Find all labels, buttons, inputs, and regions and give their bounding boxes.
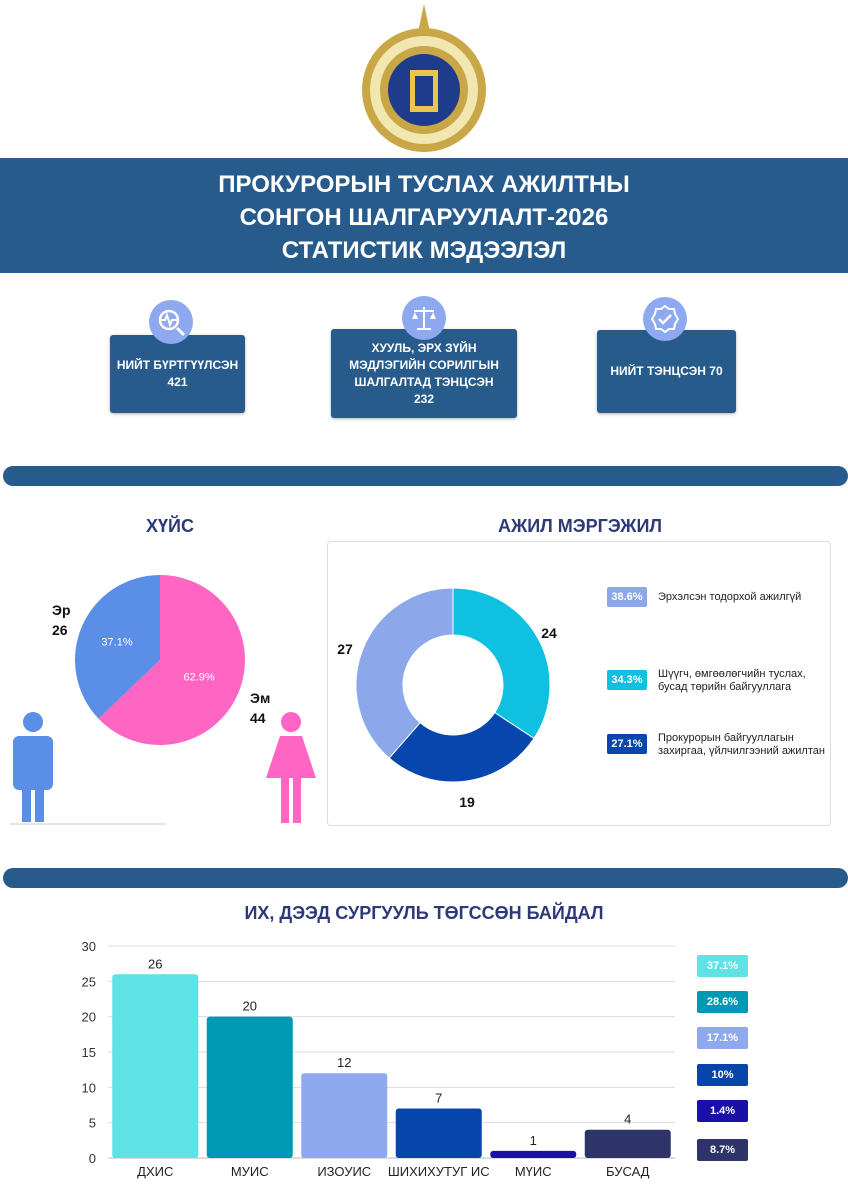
y-tick-label: 20 [82, 1010, 96, 1025]
gender-title: ХҮЙС [146, 516, 194, 536]
slice-male [75, 575, 160, 719]
x-tick-label: ДХИС [137, 1164, 173, 1179]
card-value: 421 [167, 375, 188, 389]
bar-value-label: 1 [530, 1133, 537, 1148]
x-tick-label: ИЗОУИС [317, 1164, 371, 1179]
donut-value-label: 27 [337, 641, 353, 657]
legend-percent-box: 37.1% [697, 955, 748, 977]
legend-percent-box: 8.7% [697, 1139, 748, 1161]
title-line: СОНГОН ШАЛГАРУУЛАЛТ-2026 [239, 204, 609, 231]
legend-percent-box: 28.6% [697, 991, 748, 1013]
y-tick-label: 5 [89, 1116, 96, 1131]
legend-swatch: 34.3% [607, 670, 647, 690]
donut-value-label: 24 [541, 625, 557, 641]
bar [490, 1150, 577, 1158]
bar-value-label: 7 [435, 1091, 442, 1106]
bar-value-label: 4 [624, 1112, 631, 1127]
verified-badge-icon [643, 297, 687, 341]
bar [206, 1016, 293, 1158]
bar [395, 1108, 482, 1158]
card-label: НИЙТ БҮРТГҮҮЛСЭН [116, 358, 239, 372]
occupation-panel [327, 541, 831, 826]
bar [112, 974, 199, 1158]
title-line: ПРОКУРОРЫН ТУСЛАХ АЖИЛТНЫ [218, 171, 630, 198]
donut-slice [355, 587, 454, 759]
occupation-donut-chart: 24 19 27 [337, 587, 557, 810]
female-person-icon [266, 712, 316, 823]
legend-label: Эрхэлсэн тодорхой ажилгүй [658, 591, 802, 603]
section-divider [3, 868, 848, 888]
female-label: Эм 44 [250, 690, 271, 726]
y-tick-label: 10 [82, 1080, 96, 1095]
y-tick-label: 15 [82, 1045, 96, 1060]
search-pulse-icon [149, 300, 193, 344]
male-person-icon [13, 712, 53, 822]
card-passed-law-test: ХУУЛЬ, ЭРХ ЗҮЙН МЭДЛЭГИЙН СОРИЛГЫН ШАЛГА… [331, 329, 517, 418]
education-title: ИХ, ДЭЭД СУРГУУЛЬ ТӨГССӨН БАЙДАЛ [244, 903, 604, 923]
title-banner: ПРОКУРОРЫН ТУСЛАХ АЖИЛТНЫ СОНГОН ШАЛГАРУ… [0, 158, 848, 273]
legend-percent-box: 1.4% [697, 1100, 748, 1122]
card-registered: НИЙТ БҮРТГҮҮЛСЭН 421 [110, 335, 245, 413]
x-tick-label: ШИХИХУТУГ ИС [388, 1164, 490, 1179]
card-label: НИЙТ ТЭНЦСЭН 70 [610, 364, 723, 378]
prosecutor-logo [362, 4, 486, 152]
bar-value-label: 20 [243, 999, 257, 1014]
bar [301, 1073, 388, 1158]
gender-pie-chart: 37.1% 62.9% [10, 575, 316, 825]
donut-value-label: 19 [459, 794, 475, 810]
legend-percent-box: 10% [697, 1064, 748, 1086]
scales-icon [402, 296, 446, 340]
card-value: 232 [413, 391, 435, 406]
x-tick-label: МҮИС [515, 1164, 552, 1179]
y-tick-label: 30 [82, 939, 96, 954]
legend-swatch: 38.6% [607, 587, 647, 607]
donut-slice [452, 587, 551, 740]
x-tick-label: МУИС [231, 1164, 269, 1179]
male-label: Эр 26 [52, 602, 71, 638]
occupation-title: АЖИЛ МЭРГЭЖИЛ [497, 516, 663, 536]
bar [584, 1129, 671, 1158]
card-label: МЭДЛЭГИЙН СОРИЛГЫН [349, 357, 499, 372]
legend-swatch: 27.1% [607, 734, 647, 754]
card-total-passed: НИЙТ ТЭНЦСЭН 70 [597, 330, 736, 413]
y-tick-label: 0 [89, 1151, 96, 1166]
x-tick-label: БУСАД [606, 1164, 650, 1179]
legend-label: Шүүгч, өмгөөлөгчийн туслах, бусад төрийн… [658, 668, 806, 693]
female-percent-label: 62.9% [183, 672, 214, 684]
card-label: ШАЛГАЛТАД ТЭНЦСЭН [354, 374, 494, 389]
card-label: ХУУЛЬ, ЭРХ ЗҮЙН [371, 340, 477, 355]
education-bar-chart: 0 5 10 15 20 25 30 26 ДХИС 20 МУИС 12 ИЗОУИС 7 ШИХИХУТ… [82, 939, 675, 1179]
male-percent-label: 37.1% [101, 637, 132, 649]
y-tick-label: 25 [82, 974, 96, 989]
legend-percent-box: 17.1% [697, 1027, 748, 1049]
title-line: СТАТИСТИК МЭДЭЭЛЭЛ [281, 237, 567, 264]
slice-female [98, 575, 245, 745]
donut-slice [388, 711, 535, 783]
legend-label: Прокурорын байгууллагын захиргаа, үйлчил… [658, 732, 825, 757]
bar-value-label: 26 [148, 956, 162, 971]
bar-value-label: 12 [337, 1055, 351, 1070]
section-divider [3, 466, 848, 486]
